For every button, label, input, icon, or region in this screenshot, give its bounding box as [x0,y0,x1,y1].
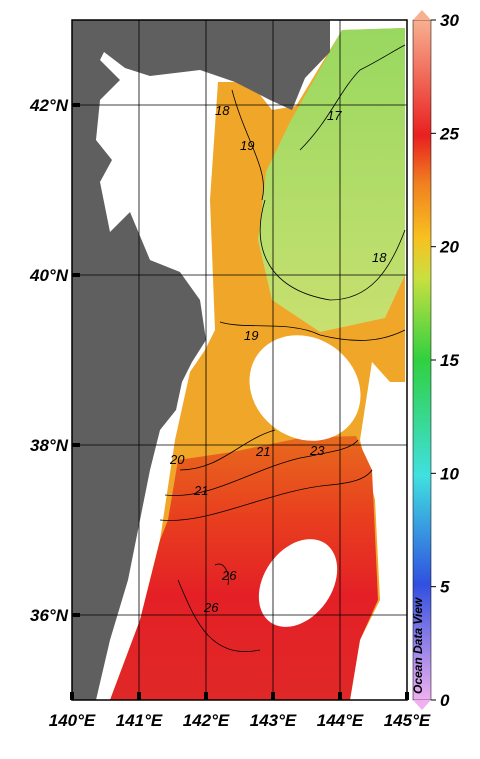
contour-label: 18 [372,250,387,265]
contour-label: 20 [169,452,185,467]
lon-label: 142°E [183,711,230,730]
colorbar-arrow [413,10,431,20]
lon-label: 141°E [116,711,163,730]
contour-label: 18 [215,103,230,118]
colorbar-label: 15 [440,351,459,370]
colorbar-label: 25 [439,124,459,143]
contour-label: 21 [255,444,270,459]
no-data-gap [258,539,338,627]
lat-label: 42°N [29,96,69,115]
lat-label: 38°N [30,436,69,455]
colorbar-label: 10 [440,464,459,483]
contour-label: 21 [193,483,208,498]
contour-label: 26 [221,568,237,583]
land [72,20,330,700]
colorbar-arrow [413,700,431,710]
contour-label: 19 [240,138,254,153]
contour-label: 17 [327,108,342,123]
watermark: Ocean Data View [411,597,425,694]
no-data-gap [249,335,361,441]
lat-label: 36°N [30,606,69,625]
colorbar-label: 30 [440,11,459,30]
map-area [72,20,407,700]
contour-label: 23 [309,443,325,458]
lat-label: 40°N [29,266,69,285]
colorbar-label: 0 [440,691,450,710]
lon-label: 145°E [384,711,431,730]
lon-label: 144°E [317,711,364,730]
lon-label: 143°E [250,711,297,730]
contour-labels: 18 19 17 18 19 20 21 21 23 26 26 [169,103,387,615]
colorbar-label: 5 [440,578,450,597]
colorbar-label: 20 [439,238,459,257]
lon-label: 140°E [49,711,96,730]
contours [159,44,406,652]
contour-label: 19 [244,328,258,343]
contour-label: 26 [203,600,219,615]
south-field [110,436,378,700]
north-field [258,28,405,332]
